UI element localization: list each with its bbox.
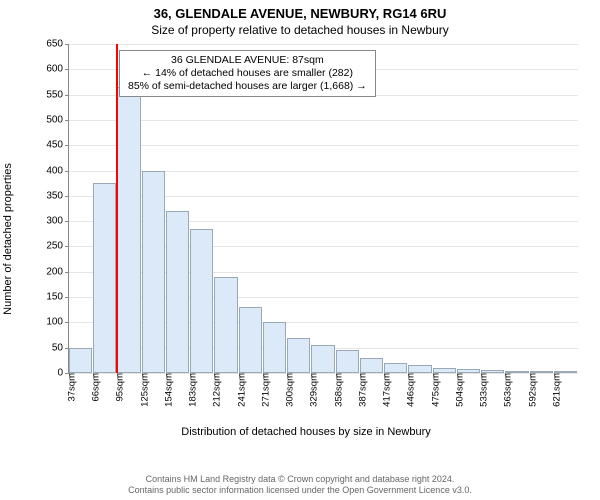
x-axis-label: Distribution of detached houses by size …: [181, 426, 430, 438]
x-tick-label: 271sqm: [254, 373, 271, 407]
gridline: [69, 120, 578, 121]
y-axis-label: Number of detached properties: [2, 163, 14, 315]
gridline: [69, 145, 578, 146]
histogram-bar: [360, 358, 383, 373]
gridline: [69, 44, 578, 45]
x-tick-label: 446sqm: [400, 373, 417, 407]
x-tick-label: 533sqm: [473, 373, 490, 407]
x-tick-label: 154sqm: [157, 373, 174, 407]
annotation-line: ← 14% of detached houses are smaller (28…: [128, 67, 367, 80]
y-tick-label: 450: [46, 140, 69, 151]
y-tick-label: 100: [46, 317, 69, 328]
x-tick-label: 417sqm: [376, 373, 393, 407]
x-tick-label: 66sqm: [85, 373, 102, 402]
x-tick-label: 37sqm: [61, 373, 78, 402]
y-tick-label: 400: [46, 165, 69, 176]
x-tick-label: 329sqm: [303, 373, 320, 407]
histogram-bar: [214, 277, 237, 373]
histogram-bar: [263, 322, 286, 373]
footer: Contains HM Land Registry data © Crown c…: [0, 474, 600, 497]
plot-area: 0501001502002503003504004505005506006503…: [68, 44, 578, 374]
histogram-bar: [142, 171, 165, 373]
histogram-bar: [239, 307, 262, 373]
y-tick-label: 50: [52, 342, 69, 353]
y-tick-label: 350: [46, 190, 69, 201]
annotation-box: 36 GLENDALE AVENUE: 87sqm ← 14% of detac…: [119, 50, 376, 97]
x-tick-label: 95sqm: [109, 373, 126, 402]
x-tick-label: 475sqm: [424, 373, 441, 407]
histogram-bar: [69, 348, 92, 373]
annotation-line: 36 GLENDALE AVENUE: 87sqm: [128, 54, 367, 67]
x-tick-label: 241sqm: [230, 373, 247, 407]
x-tick-label: 504sqm: [448, 373, 465, 407]
histogram-bar: [384, 363, 407, 373]
x-tick-label: 358sqm: [327, 373, 344, 407]
histogram-bar: [311, 345, 334, 373]
histogram-bar: [93, 183, 116, 373]
x-tick-label: 387sqm: [351, 373, 368, 407]
histogram-bar: [287, 338, 310, 373]
histogram-bar: [166, 211, 189, 373]
page-title: 36, GLENDALE AVENUE, NEWBURY, RG14 6RU: [0, 0, 600, 21]
annotation-line: 85% of semi-detached houses are larger (…: [128, 80, 367, 93]
y-tick-label: 200: [46, 266, 69, 277]
x-tick-label: 125sqm: [133, 373, 150, 407]
y-tick-label: 250: [46, 241, 69, 252]
footer-line: Contains public sector information licen…: [0, 485, 600, 496]
x-tick-label: 563sqm: [497, 373, 514, 407]
x-tick-label: 621sqm: [545, 373, 562, 407]
x-tick-label: 300sqm: [279, 373, 296, 407]
histogram-bar: [117, 87, 140, 373]
chart-container: Number of detached properties 0501001502…: [28, 44, 584, 434]
x-tick-label: 592sqm: [521, 373, 538, 407]
histogram-bar: [190, 229, 213, 373]
x-tick-label: 212sqm: [206, 373, 223, 407]
y-tick-label: 500: [46, 114, 69, 125]
histogram-bar: [336, 350, 359, 373]
y-tick-label: 600: [46, 64, 69, 75]
page-subtitle: Size of property relative to detached ho…: [0, 21, 600, 41]
y-tick-label: 550: [46, 89, 69, 100]
y-tick-label: 650: [46, 39, 69, 50]
y-tick-label: 300: [46, 216, 69, 227]
y-tick-label: 150: [46, 292, 69, 303]
x-tick-label: 183sqm: [182, 373, 199, 407]
footer-line: Contains HM Land Registry data © Crown c…: [0, 474, 600, 485]
